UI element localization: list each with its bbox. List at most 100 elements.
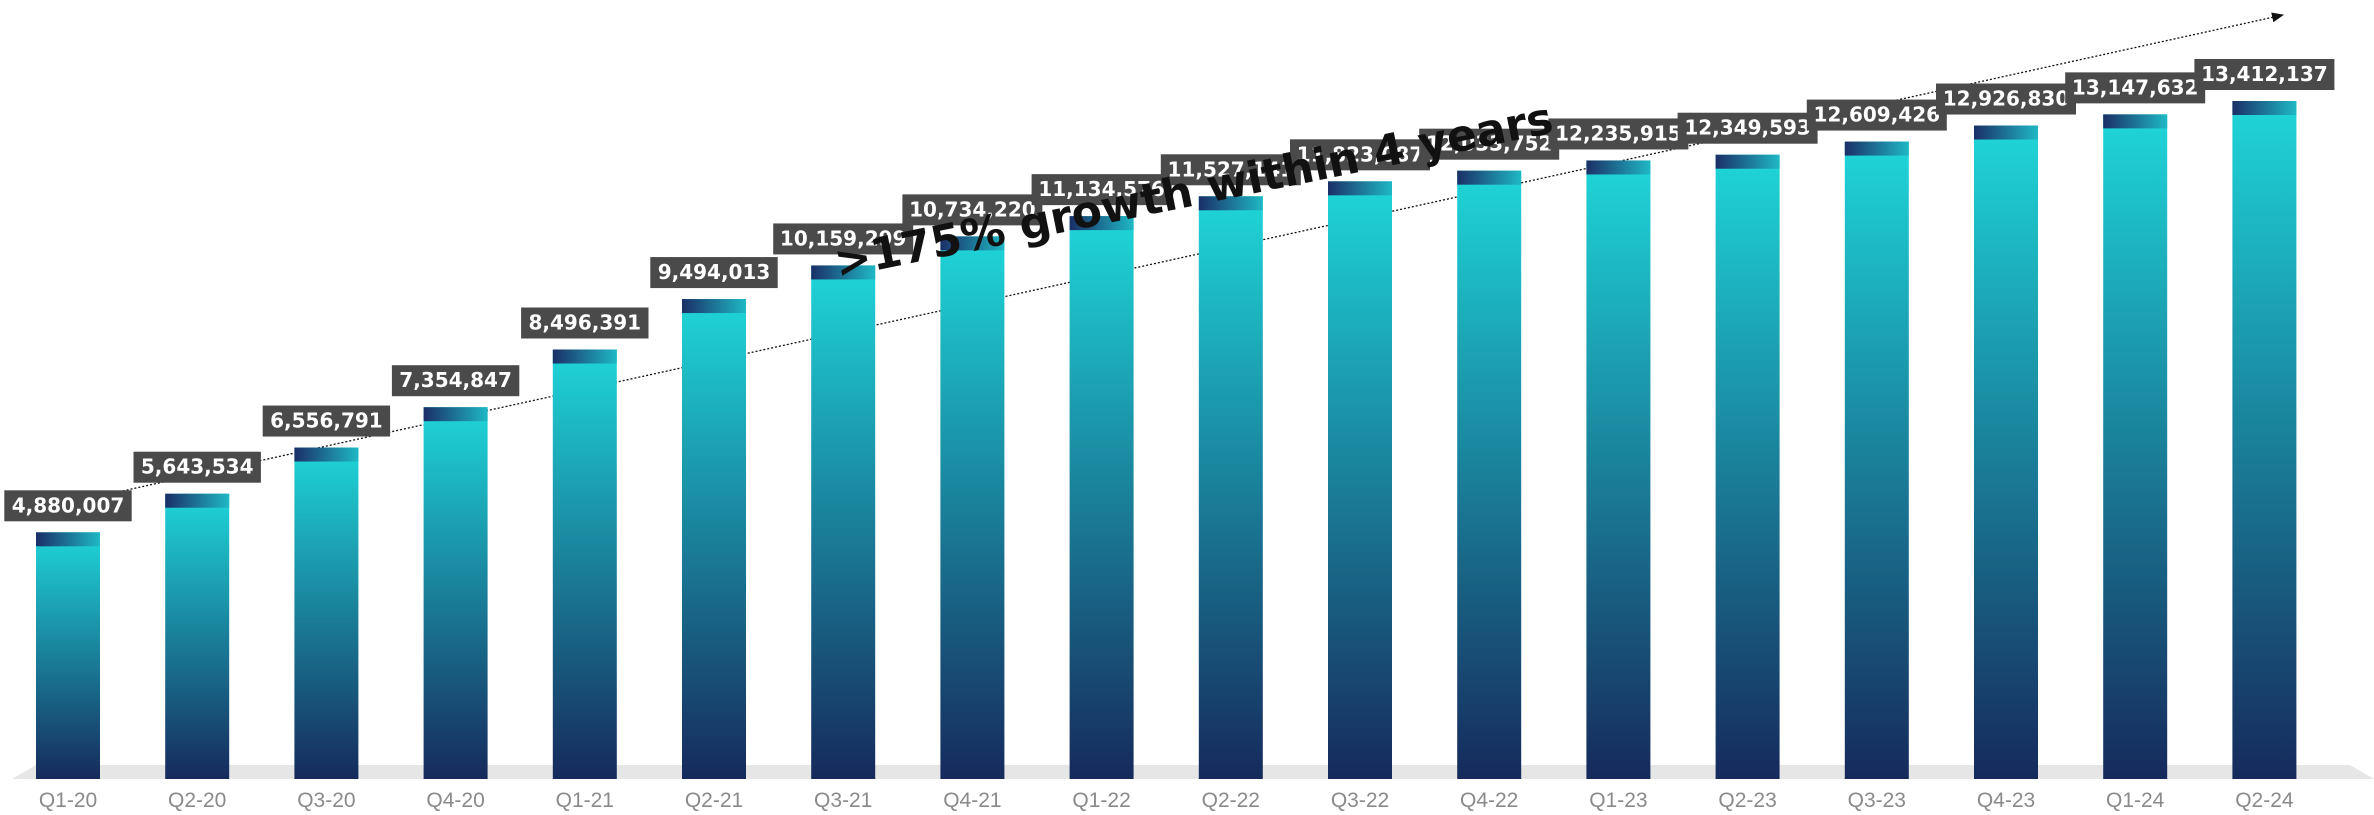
value-label-text: 4,880,007 bbox=[12, 493, 125, 517]
bar-cap bbox=[552, 349, 617, 364]
bar-cap bbox=[1457, 170, 1522, 185]
value-label-box bbox=[1031, 174, 1172, 206]
value-label: 4,880,007 bbox=[4, 490, 132, 522]
bar-q3-23 bbox=[1844, 141, 1909, 780]
value-label-text: 12,609,426 bbox=[1814, 103, 1941, 127]
value-label: 5,643,534 bbox=[133, 451, 261, 483]
x-tick-label: Q2-23 bbox=[1718, 789, 1776, 812]
value-label-text: 9,494,013 bbox=[658, 260, 771, 284]
x-tick-label: Q3-22 bbox=[1331, 789, 1389, 812]
bar-q2-21 bbox=[682, 299, 746, 779]
value-label-box bbox=[521, 307, 649, 339]
bar-cap bbox=[1974, 125, 2038, 140]
value-label-text: 11,134,576 bbox=[1038, 177, 1165, 201]
value-label-box bbox=[1419, 128, 1560, 160]
x-tick-label: Q1-23 bbox=[1589, 789, 1647, 812]
x-tick-label: Q1-20 bbox=[39, 789, 97, 812]
x-tick-label: Q4-21 bbox=[943, 789, 1001, 812]
bar-q1-24 bbox=[2103, 114, 2168, 780]
growth-annotation: >175% growth within 4 years bbox=[830, 93, 1557, 289]
x-tick-label: Q2-24 bbox=[2235, 789, 2294, 812]
bar-q2-24 bbox=[2232, 101, 2297, 779]
value-label-text: 12,033,752 bbox=[1426, 132, 1553, 156]
x-tick-label: Q3-23 bbox=[1848, 789, 1906, 812]
value-label: 11,527,141 bbox=[1160, 154, 1301, 186]
value-label-box bbox=[1677, 112, 1818, 144]
value-label-box bbox=[133, 451, 261, 483]
bar-q4-20 bbox=[423, 407, 488, 779]
bar-cap bbox=[1198, 196, 1263, 211]
bar-cap bbox=[1328, 181, 1392, 196]
value-label-box bbox=[391, 365, 520, 397]
value-label-text: 11,823,087 bbox=[1297, 142, 1424, 166]
value-label: 9,494,013 bbox=[650, 257, 778, 289]
bar-q4-21 bbox=[940, 236, 1005, 779]
x-tick-label: Q4-20 bbox=[426, 789, 484, 812]
bar-cap bbox=[682, 299, 746, 314]
value-label-text: 13,147,632 bbox=[2072, 75, 2199, 99]
value-label-text: 12,349,593 bbox=[1684, 116, 1811, 140]
value-label-box bbox=[1290, 139, 1430, 171]
bar-q3-20 bbox=[294, 447, 359, 779]
bar-cap bbox=[1586, 160, 1651, 175]
value-label-text: 12,926,830 bbox=[1943, 87, 2070, 111]
value-label-box bbox=[2065, 72, 2206, 104]
bar-cap bbox=[940, 236, 1005, 251]
value-label: 13,147,632 bbox=[2065, 72, 2206, 104]
x-tick-label: Q4-22 bbox=[1460, 789, 1518, 812]
x-tick-label: Q1-21 bbox=[556, 789, 614, 812]
bar-q1-20 bbox=[36, 532, 100, 779]
value-label-box bbox=[262, 405, 391, 437]
bar-q4-23 bbox=[1974, 125, 2038, 780]
bar-q4-22 bbox=[1457, 170, 1522, 779]
value-label-box bbox=[1160, 154, 1301, 186]
x-tick-label: Q4-23 bbox=[1977, 789, 2035, 812]
bar-q1-22 bbox=[1069, 216, 1134, 780]
bar-q2-20 bbox=[165, 493, 230, 779]
value-label: 10,734,220 bbox=[902, 194, 1043, 226]
bar-q2-22 bbox=[1198, 196, 1263, 779]
bar-cap bbox=[294, 447, 359, 462]
x-tick-label: Q1-24 bbox=[2106, 789, 2165, 812]
bar-cap bbox=[1715, 154, 1780, 169]
value-label-text: 12,235,915 bbox=[1555, 121, 1682, 145]
bar-cap bbox=[36, 532, 100, 547]
bar-q2-23 bbox=[1715, 154, 1780, 780]
bar-cap bbox=[423, 407, 488, 422]
value-label: 12,609,426 bbox=[1806, 99, 1947, 131]
value-label: 13,412,137 bbox=[2194, 59, 2335, 90]
value-label-box bbox=[1806, 99, 1947, 131]
value-label-box bbox=[2194, 59, 2335, 90]
value-label: 8,496,391 bbox=[521, 307, 649, 339]
value-label-text: 10,159,299 bbox=[780, 226, 907, 250]
value-label-text: 6,556,791 bbox=[270, 409, 383, 433]
x-tick-label: Q3-20 bbox=[297, 789, 355, 812]
value-label-box bbox=[902, 194, 1043, 226]
bar-q3-22 bbox=[1328, 181, 1392, 779]
x-tick-label: Q2-20 bbox=[168, 789, 226, 812]
value-label: 12,926,830 bbox=[1936, 83, 2076, 115]
value-label-text: 5,643,534 bbox=[141, 455, 254, 479]
value-label: 12,349,593 bbox=[1677, 112, 1818, 144]
bar-q3-21 bbox=[811, 265, 876, 780]
value-label-box bbox=[650, 257, 778, 289]
bar-cap bbox=[2232, 101, 2297, 115]
x-tick-label: Q1-22 bbox=[1072, 789, 1130, 812]
bar-q1-23 bbox=[1586, 160, 1651, 779]
x-tick-label: Q2-21 bbox=[685, 789, 743, 812]
value-label: 11,823,087 bbox=[1290, 139, 1430, 171]
value-label-text: 8,496,391 bbox=[528, 310, 641, 334]
value-label: 12,033,752 bbox=[1419, 128, 1560, 160]
value-label: 7,354,847 bbox=[391, 365, 520, 397]
x-tick-label: Q2-22 bbox=[1202, 789, 1260, 812]
value-label-text: 7,354,847 bbox=[399, 368, 512, 392]
value-label-box bbox=[773, 223, 914, 255]
value-label: 12,235,915 bbox=[1548, 118, 1689, 150]
bar-q1-21 bbox=[552, 349, 617, 779]
value-label-box bbox=[1548, 118, 1689, 150]
bar-cap bbox=[2103, 114, 2168, 129]
value-label: 11,134,576 bbox=[1031, 174, 1172, 206]
value-label: 6,556,791 bbox=[262, 405, 391, 437]
value-label-box bbox=[4, 490, 132, 522]
